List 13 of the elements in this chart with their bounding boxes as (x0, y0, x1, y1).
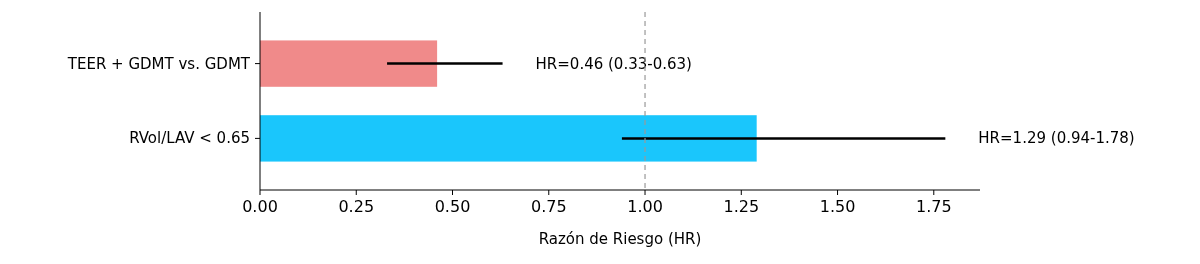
x-tick-label: 0.75 (530, 197, 567, 216)
x-tick-label: 1.25 (723, 197, 760, 216)
x-tick-label: 0.00 (242, 197, 278, 216)
y-tick-label: RVol/LAV < 0.65 (129, 129, 250, 148)
x-tick-label: 1.50 (819, 197, 856, 216)
x-tick-label: 0.25 (338, 197, 375, 216)
annotation: HR=0.46 (0.33-0.63) (535, 54, 692, 73)
x-tick-label: 1.00 (627, 197, 663, 216)
x-tick-label: 1.75 (915, 197, 952, 216)
annotation: HR=1.29 (0.94-1.78) (978, 129, 1135, 148)
x-tick-label: 0.50 (434, 197, 471, 216)
y-tick-label: TEER + GDMT vs. GDMT (66, 54, 251, 73)
x-axis-title: Razón de Riesgo (HR) (538, 230, 702, 248)
